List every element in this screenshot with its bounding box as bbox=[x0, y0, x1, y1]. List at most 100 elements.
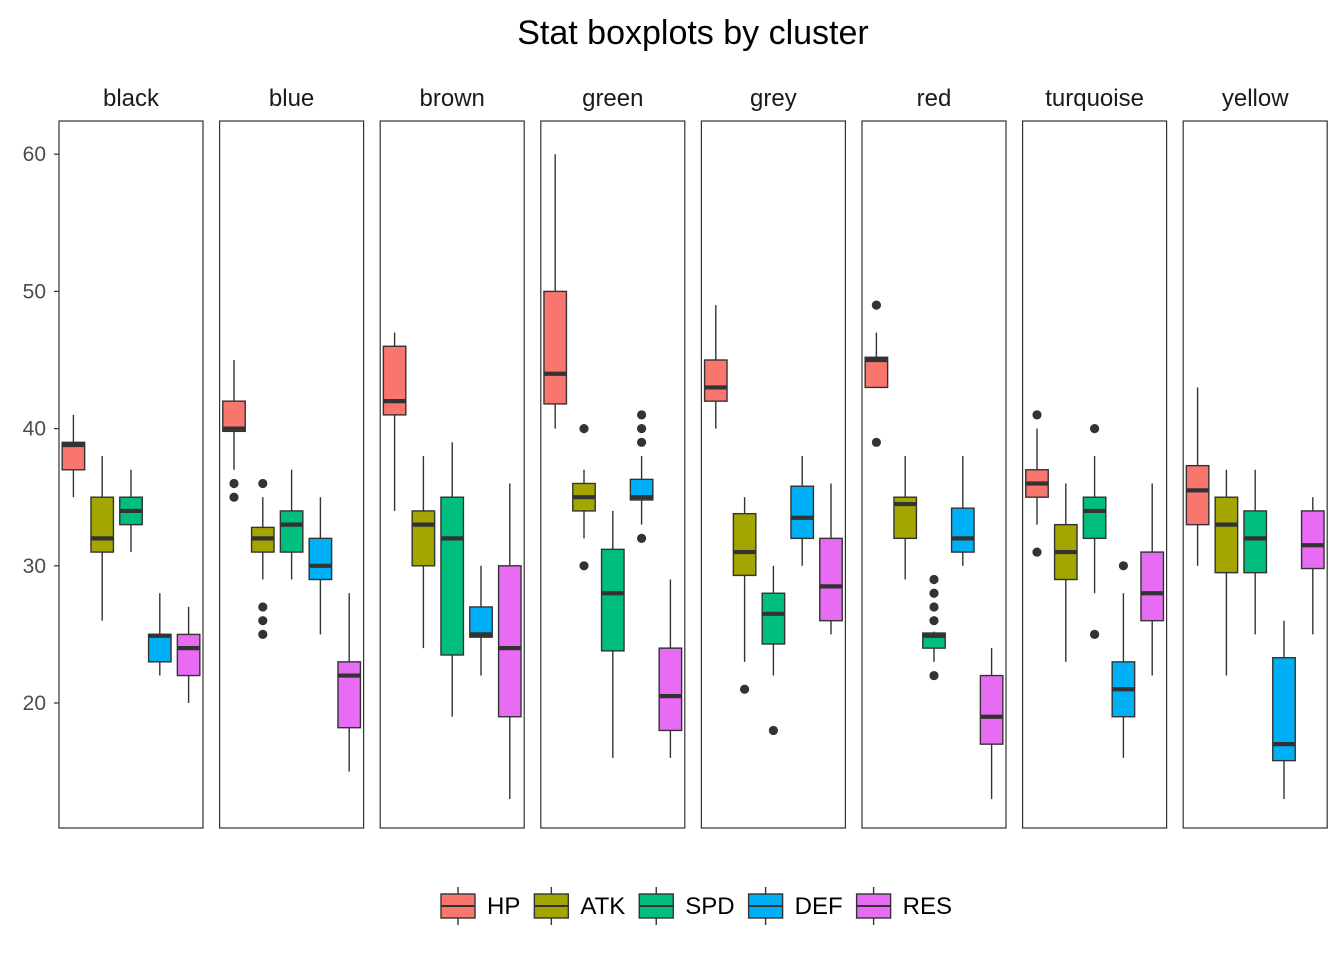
box-iqr bbox=[732, 512, 757, 577]
box-yellow-SPD bbox=[1243, 469, 1268, 635]
outlier-point bbox=[637, 437, 647, 447]
box-black-ATK bbox=[90, 456, 115, 621]
outlier-point bbox=[258, 616, 268, 626]
box-brown-DEF bbox=[469, 565, 493, 676]
outlier-point bbox=[929, 574, 939, 585]
panel-strip-label: turquoise bbox=[1045, 85, 1144, 112]
box-grey-DEF bbox=[790, 456, 815, 566]
box-iqr bbox=[600, 548, 625, 652]
box-red-HP bbox=[864, 300, 889, 447]
box-iqr bbox=[1300, 510, 1325, 570]
panel-strip-label: blue bbox=[269, 85, 314, 112]
legend-entry-res: RES bbox=[855, 887, 952, 925]
outlier-point bbox=[637, 424, 647, 434]
box-iqr bbox=[979, 674, 1004, 745]
panel-strip-label: grey bbox=[750, 85, 797, 112]
box-grey-ATK bbox=[732, 497, 757, 694]
box-red-DEF bbox=[950, 456, 975, 566]
outlier-point bbox=[1090, 424, 1100, 434]
box-turquoise-HP bbox=[1025, 410, 1049, 557]
box-green-SPD bbox=[600, 510, 625, 758]
box-iqr bbox=[819, 537, 843, 622]
box-grey-RES bbox=[819, 483, 843, 635]
outlier-point bbox=[229, 478, 239, 489]
outlier-point bbox=[929, 616, 939, 626]
box-iqr bbox=[411, 510, 436, 567]
panel-brown: brown bbox=[379, 85, 525, 829]
box-brown-HP bbox=[382, 332, 407, 511]
box-iqr bbox=[864, 356, 889, 389]
panel-strip-label: yellow bbox=[1222, 85, 1289, 112]
box-blue-SPD bbox=[279, 469, 304, 580]
box-iqr bbox=[703, 359, 728, 402]
box-blue-HP bbox=[222, 360, 246, 502]
box-black-SPD bbox=[119, 469, 143, 553]
box-brown-ATK bbox=[411, 456, 436, 649]
outlier-point bbox=[929, 670, 939, 681]
box-red-SPD bbox=[922, 574, 946, 681]
legend-entry-def: DEF bbox=[747, 887, 843, 925]
panel-turquoise: turquoise bbox=[1021, 85, 1168, 829]
outlier-point bbox=[258, 629, 268, 640]
box-iqr bbox=[279, 510, 304, 553]
box-iqr bbox=[893, 496, 918, 540]
y-tick-label: 40 bbox=[23, 418, 46, 441]
box-iqr bbox=[337, 661, 362, 729]
box-blue-ATK bbox=[250, 478, 275, 640]
box-iqr bbox=[761, 592, 786, 645]
box-yellow-DEF bbox=[1272, 620, 1296, 800]
box-green-RES bbox=[658, 579, 683, 758]
outlier-point bbox=[258, 602, 268, 612]
outlier-point bbox=[579, 561, 589, 571]
legend-label: RES bbox=[903, 893, 952, 920]
outlier-point bbox=[1090, 629, 1100, 640]
box-blue-DEF bbox=[308, 497, 333, 635]
box-iqr bbox=[1185, 464, 1210, 526]
box-iqr bbox=[382, 345, 407, 416]
box-black-DEF bbox=[147, 593, 172, 676]
panel-strip-label: red bbox=[917, 85, 952, 112]
outlier-point bbox=[1032, 547, 1042, 557]
legend: HP ATK SPD DEF RES bbox=[440, 887, 952, 925]
box-iqr bbox=[440, 496, 465, 656]
box-black-HP bbox=[61, 414, 86, 498]
panel-strip-label: green bbox=[582, 85, 643, 112]
box-iqr bbox=[90, 496, 115, 553]
box-green-DEF bbox=[629, 410, 654, 543]
outlier-point bbox=[229, 492, 239, 502]
outlier-point bbox=[871, 300, 882, 310]
panel-yellow: yellow bbox=[1182, 85, 1328, 829]
outlier-point bbox=[929, 602, 939, 612]
box-brown-RES bbox=[497, 483, 522, 800]
box-red-ATK bbox=[893, 456, 918, 580]
chart-title: Stat boxplots by cluster bbox=[517, 14, 869, 52]
box-green-ATK bbox=[572, 424, 596, 571]
box-iqr bbox=[1272, 657, 1296, 762]
box-iqr bbox=[497, 565, 522, 718]
y-tick-label: 30 bbox=[23, 555, 46, 578]
legend-entry-hp: HP bbox=[440, 887, 520, 925]
box-iqr bbox=[1082, 496, 1107, 540]
box-iqr bbox=[469, 606, 493, 638]
outlier-point bbox=[579, 424, 589, 434]
panel-red: red bbox=[861, 85, 1007, 829]
outlier-point bbox=[258, 478, 268, 489]
box-iqr bbox=[147, 633, 172, 663]
box-grey-HP bbox=[703, 305, 728, 429]
box-turquoise-ATK bbox=[1053, 483, 1078, 662]
box-iqr bbox=[222, 400, 246, 433]
y-tick-label: 20 bbox=[23, 692, 46, 715]
box-iqr bbox=[950, 507, 975, 553]
box-iqr bbox=[1243, 510, 1268, 574]
legend-label: HP bbox=[487, 893, 520, 920]
box-turquoise-RES bbox=[1140, 483, 1165, 676]
panel-strip-label: brown bbox=[420, 85, 485, 112]
y-tick-label: 50 bbox=[23, 280, 46, 303]
box-green-HP bbox=[543, 154, 568, 429]
box-iqr bbox=[629, 478, 654, 501]
box-iqr bbox=[308, 537, 333, 581]
panel-black: black bbox=[58, 85, 204, 829]
y-axis: 20 30 40 50 60 bbox=[23, 143, 59, 715]
box-red-RES bbox=[979, 648, 1004, 800]
